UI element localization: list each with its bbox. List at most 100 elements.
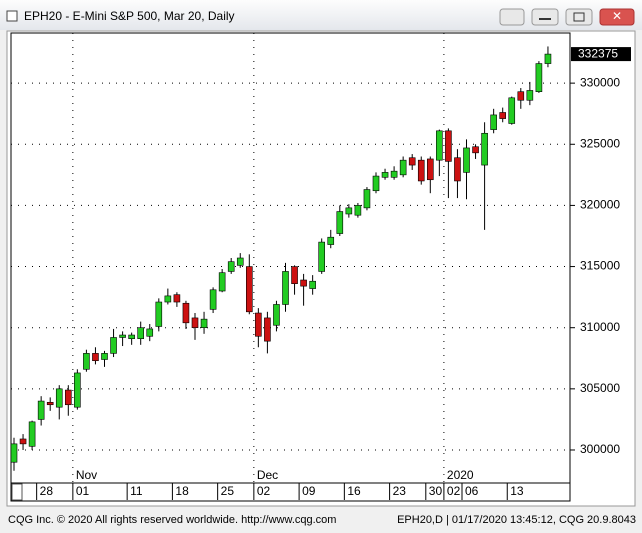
candle-body <box>354 205 362 216</box>
x-tick-label: 16 <box>347 484 361 498</box>
candle-body <box>345 207 353 215</box>
status: EPH20,D | 01/17/2020 13:45:12, CQG 20.9.… <box>397 514 636 526</box>
window-title: EPH20 - E-Mini S&P 500, Mar 20, Daily <box>24 9 235 23</box>
x-tick-label: 25 <box>221 484 235 498</box>
candle-body <box>191 317 199 329</box>
candle-body <box>291 266 298 284</box>
candle-body <box>309 280 316 289</box>
candle-body <box>426 158 434 181</box>
candle-body <box>417 159 425 182</box>
candle-body <box>227 261 235 272</box>
candle-body <box>236 257 244 266</box>
close-button[interactable] <box>599 8 635 26</box>
candle-body <box>544 53 552 64</box>
copyright: CQG Inc. © 2020 All rights reserved worl… <box>8 514 336 526</box>
candle-body <box>363 189 371 209</box>
x-tick-label: 02 <box>447 484 461 498</box>
period-label: Dec <box>257 468 278 482</box>
candle-body <box>74 372 81 408</box>
candle-body <box>445 130 452 162</box>
candle-body <box>381 172 389 178</box>
x-tick-label: 30 <box>429 484 443 498</box>
y-tick-label: 325000 <box>580 136 620 150</box>
x-tick-label: 23 <box>393 484 407 498</box>
candle-body <box>92 353 99 362</box>
y-tick-label: 300000 <box>580 442 620 456</box>
y-tick-label: 330000 <box>580 75 620 89</box>
candle-body <box>264 317 271 342</box>
x-tick-label: 02 <box>257 484 271 498</box>
candle-body <box>55 388 63 408</box>
candle-body <box>517 91 525 101</box>
icon <box>573 12 585 22</box>
candle-body <box>273 304 280 326</box>
candle-body <box>182 302 190 324</box>
last-price-label: 332375 <box>578 46 618 60</box>
plot-area <box>10 32 571 484</box>
x-tick-label: 28 <box>40 484 54 498</box>
period-label: Nov <box>76 468 97 482</box>
candle-body <box>327 236 335 245</box>
candle-body <box>300 279 307 287</box>
candle-body <box>155 301 163 327</box>
candle-body <box>399 159 407 176</box>
candle-body <box>164 295 172 303</box>
candle-body <box>436 130 443 161</box>
candle-body <box>463 147 470 173</box>
candle-body <box>65 389 72 406</box>
x-axis-band <box>10 482 571 502</box>
candle-body <box>390 170 398 178</box>
link-button[interactable] <box>499 8 525 26</box>
candle-body <box>408 157 416 166</box>
x-tick-label: 11 <box>130 484 143 498</box>
candle-body <box>19 438 27 445</box>
x-tick-label: 09 <box>302 484 316 498</box>
candle-body <box>83 353 90 370</box>
chart: 300000 305000 310000 315000 320000 325000 3300… <box>10 33 631 500</box>
x-tick-label: 06 <box>465 484 479 498</box>
candle-body <box>146 328 154 337</box>
y-tick-label: 315000 <box>580 259 620 273</box>
x-tick-label: 18 <box>175 484 189 498</box>
x-tick-label: 13 <box>510 484 524 498</box>
candle-body <box>499 112 507 119</box>
candle-body <box>101 353 108 360</box>
candle-body <box>535 63 543 92</box>
candle-body <box>318 241 326 272</box>
candle-body <box>137 327 144 340</box>
y-tick-label: 305000 <box>580 381 620 395</box>
candle-body <box>10 443 18 463</box>
last-price-box <box>571 47 631 62</box>
x-tick-label: 01 <box>76 484 90 498</box>
period-label: 2020 <box>447 468 474 482</box>
y-tick-label: 310000 <box>580 320 620 334</box>
candle-body <box>255 312 262 337</box>
candle-body <box>282 271 289 305</box>
candle-body <box>200 318 208 329</box>
candle-body <box>481 132 488 166</box>
candle-body <box>526 90 534 101</box>
candle-body <box>472 146 479 154</box>
candle-body <box>246 266 253 313</box>
candle-body <box>209 289 217 310</box>
candle-body <box>119 334 126 338</box>
scroll-box[interactable] <box>11 483 23 501</box>
candle-body <box>218 272 226 292</box>
candle-body <box>372 175 380 192</box>
candle-body <box>37 400 45 420</box>
candle-body <box>110 337 117 354</box>
y-tick-label: 320000 <box>580 198 620 212</box>
candle-body <box>28 421 36 447</box>
icon: ✕ <box>612 9 622 23</box>
candle-body <box>508 97 516 124</box>
candle-body <box>173 294 181 303</box>
maximize-button[interactable] <box>565 8 593 26</box>
minimize-button[interactable] <box>531 8 559 26</box>
candle-body <box>46 401 54 406</box>
candle-body <box>128 334 135 340</box>
app-icon <box>6 10 18 22</box>
candle-body <box>490 114 497 130</box>
candle-body <box>336 211 344 234</box>
